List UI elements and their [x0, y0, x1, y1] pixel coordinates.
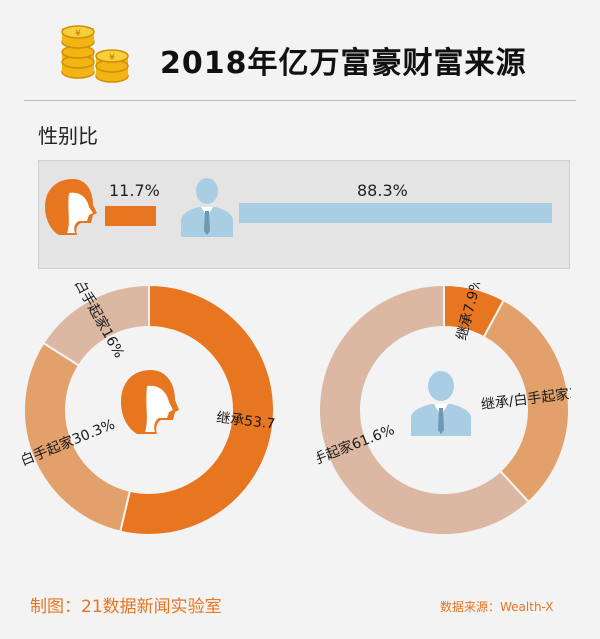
male-donut-chart: 继承7.9%继承/白手起家30.1%白手起家61.6% [317, 283, 571, 536]
source-text: 数据来源：Wealth-X [440, 600, 554, 614]
male-slice-1 [482, 298, 570, 504]
page-title: 2018年亿万富豪财富来源 [160, 46, 527, 81]
female-percent-label: 11.7% [109, 181, 160, 200]
svg-text:¥: ¥ [109, 53, 115, 63]
female-ratio-bar [105, 206, 156, 226]
gender-ratio-panel: 11.7% 88.3% [38, 160, 570, 269]
female-icon [45, 179, 97, 235]
male-slice-2 [318, 283, 531, 536]
male-icon [181, 178, 233, 237]
male-ratio-bar [239, 203, 552, 223]
female-center-icon [121, 370, 179, 434]
coins-icon: ¥ ¥ [61, 25, 129, 83]
section-title: 性别比 [38, 124, 98, 148]
female-slice-2 [42, 283, 150, 367]
female-slice-1 [23, 341, 132, 533]
female-slice-0 [118, 283, 275, 536]
male-percent-label: 88.3% [357, 181, 408, 200]
female-donut-chart: 继承53.7%继承/白手起家30.3%白手起家16% [22, 283, 276, 536]
credit-text: 制图：21数据新闻实验室 [30, 597, 222, 617]
male-center-icon [411, 371, 471, 436]
svg-text:¥: ¥ [75, 29, 81, 39]
title-divider [24, 100, 576, 101]
